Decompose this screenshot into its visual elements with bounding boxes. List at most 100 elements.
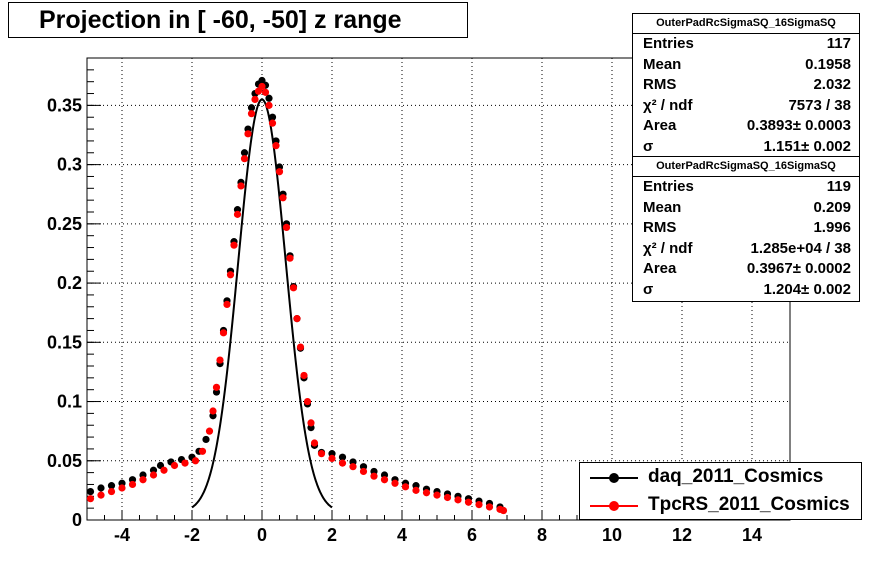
data-point	[401, 483, 410, 491]
data-point	[97, 484, 105, 492]
x-tick-label: 8	[537, 525, 547, 545]
stats-row: σ 1.151± 0.002	[633, 137, 859, 158]
chart-title: Projection in [ -60, -50] z range	[8, 2, 468, 38]
y-tick-label: 0.1	[57, 392, 82, 412]
stats-header: OuterPadRcSigmaSQ_16SigmaSQ	[633, 14, 859, 34]
stats-value: 1.151± 0.002	[763, 137, 851, 155]
data-point	[212, 383, 221, 391]
stats-row: σ 1.204± 0.002	[633, 280, 859, 301]
stats-row: Entries 119	[633, 177, 859, 198]
data-point	[107, 487, 116, 496]
data-point	[475, 501, 483, 509]
stats-key: Area	[643, 260, 677, 278]
stats-key: σ	[643, 137, 654, 155]
data-point	[191, 457, 200, 465]
data-point	[296, 343, 305, 351]
stats-value: 0.3967± 0.0002	[746, 260, 851, 278]
data-point	[328, 454, 336, 462]
y-tick-label: 0	[72, 510, 82, 530]
data-point	[391, 479, 399, 487]
stats-row: Entries 117	[633, 34, 859, 55]
data-point	[349, 463, 357, 471]
stats-key: χ² / ndf	[643, 96, 693, 114]
stats-row: RMS 2.032	[633, 75, 859, 96]
data-point	[244, 130, 252, 138]
y-tick-label: 0.2	[57, 273, 82, 293]
data-point	[499, 506, 508, 515]
data-point	[307, 419, 315, 427]
legend-marker	[609, 501, 619, 511]
data-point	[300, 371, 308, 380]
data-point	[317, 450, 326, 458]
x-tick-label: 10	[602, 525, 622, 545]
data-point	[86, 487, 95, 496]
stats-value: 117	[826, 35, 851, 52]
stats-value: 2.032	[813, 76, 851, 94]
data-point	[160, 466, 168, 474]
stats-value: 0.3893± 0.0003	[746, 117, 851, 135]
x-tick-label: 6	[467, 525, 477, 545]
data-point	[107, 482, 116, 490]
stats-value: 0.209	[813, 198, 851, 216]
data-point	[275, 168, 284, 176]
data-point	[202, 435, 210, 444]
data-point	[286, 254, 294, 262]
stats-value: 7573 / 38	[788, 96, 851, 114]
stats-row: Area 0.3893± 0.0003	[633, 116, 859, 137]
stats-key: RMS	[643, 76, 677, 94]
data-point	[380, 476, 389, 484]
data-point	[338, 459, 347, 467]
legend-entry-tpcrs: TpcRS_2011_Cosmics	[580, 492, 861, 520]
data-point	[128, 480, 137, 489]
stats-value: 1.285e+04 / 38	[750, 239, 851, 257]
data-point	[338, 453, 347, 461]
data-point	[454, 496, 462, 504]
x-tick-label: -2	[184, 525, 200, 545]
data-point	[97, 491, 105, 499]
data-point	[310, 439, 319, 447]
data-point	[303, 397, 312, 406]
legend: daq_2011_Cosmics TpcRS_2011_Cosmics	[579, 462, 862, 520]
data-point	[219, 329, 228, 337]
legend-entry-daq: daq_2011_Cosmics	[580, 464, 861, 492]
x-tick-label: 2	[327, 525, 337, 545]
data-point	[412, 486, 420, 494]
data-point	[247, 104, 256, 112]
data-points	[86, 76, 508, 515]
data-point	[247, 110, 256, 118]
data-point	[268, 119, 277, 127]
data-point	[422, 489, 431, 497]
data-point	[240, 155, 249, 163]
data-point	[240, 149, 249, 157]
data-point	[359, 467, 368, 476]
data-point	[258, 82, 266, 91]
data-point	[443, 493, 452, 502]
data-point	[223, 300, 231, 308]
stats-key: σ	[643, 280, 654, 298]
data-point	[485, 503, 494, 511]
data-point	[293, 315, 301, 323]
stats-value: 1.996	[813, 219, 851, 237]
stats-key: Mean	[643, 198, 682, 216]
data-point	[370, 472, 378, 480]
stats-row: χ² / ndf 1.285e+04 / 38	[633, 239, 859, 260]
data-point	[289, 284, 298, 292]
data-point	[170, 461, 179, 470]
data-point	[86, 495, 95, 503]
data-point	[272, 142, 280, 150]
x-tick-label: 12	[672, 525, 692, 545]
y-tick-label: 0.05	[47, 451, 82, 471]
stats-key: Entries	[643, 178, 694, 195]
stats-key: Area	[643, 117, 677, 135]
data-point	[230, 241, 238, 249]
stats-box-tpcrs: OuterPadRcSigmaSQ_16SigmaSQ Entries 119 M…	[632, 156, 860, 302]
stats-key: χ² / ndf	[643, 239, 693, 257]
y-tick-label: 0.15	[47, 332, 82, 352]
data-point	[226, 271, 235, 279]
y-tick-label: 0.25	[47, 214, 82, 234]
y-tick-label: 0.3	[57, 155, 82, 175]
stats-row: RMS 1.996	[633, 218, 859, 239]
legend-marker	[609, 473, 619, 483]
fit-curve-group	[191, 98, 333, 509]
x-tick-label: 4	[397, 525, 407, 545]
